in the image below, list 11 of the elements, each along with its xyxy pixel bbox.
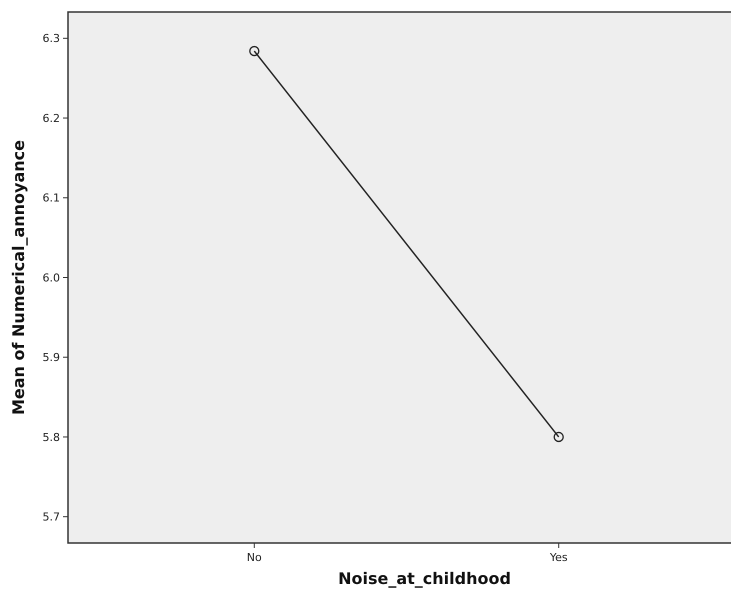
- x-tick-label: Yes: [548, 551, 568, 564]
- y-tick-label: 6.1: [42, 192, 60, 205]
- y-tick-label: 6.3: [42, 32, 60, 46]
- y-tick-label: 5.9: [42, 351, 60, 364]
- y-tick-label: 6.2: [42, 112, 60, 125]
- y-tick-label: 5.8: [42, 430, 60, 444]
- x-axis-title: Noise_at_childhood: [338, 569, 511, 588]
- y-tick-label: 6.0: [42, 271, 60, 284]
- y-axis-title: Mean of Numerical_annoyance: [9, 140, 28, 416]
- x-tick-label: No: [246, 551, 262, 564]
- y-tick-label: 5.7: [42, 510, 60, 524]
